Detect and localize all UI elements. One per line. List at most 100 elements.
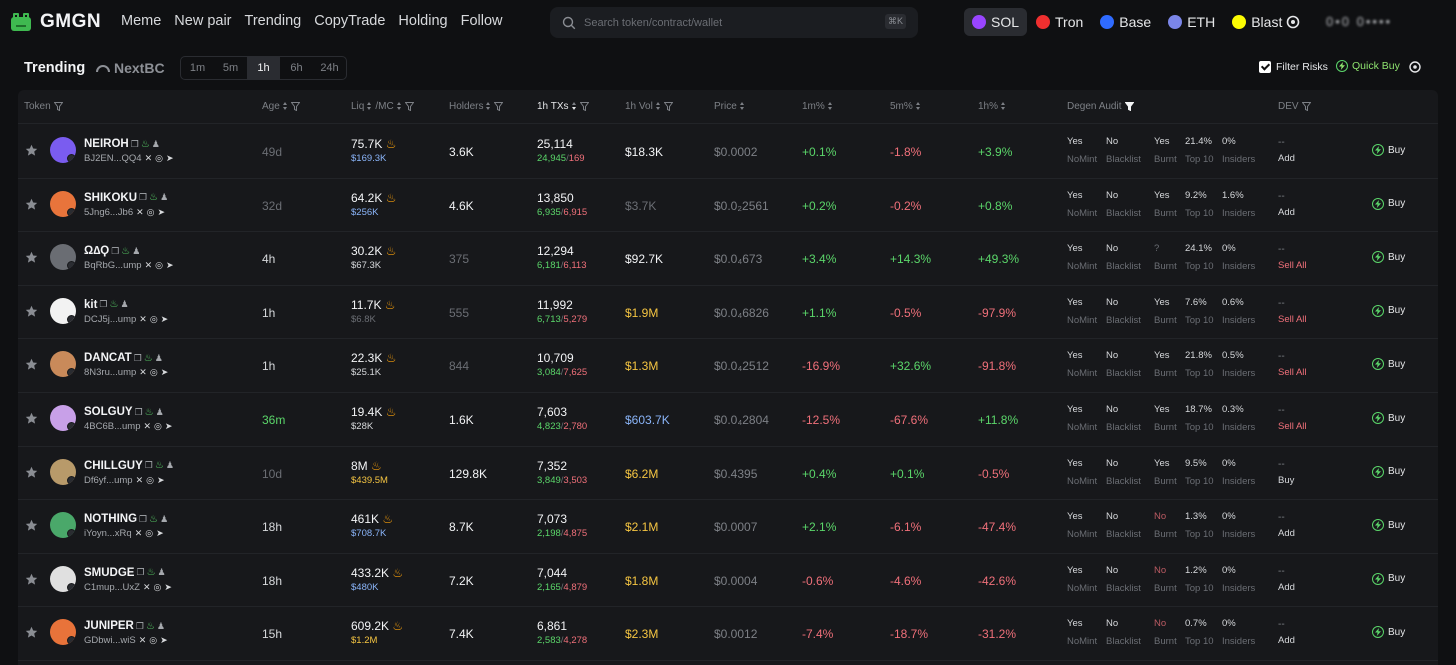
timeframe-1m[interactable]: 1m — [189, 62, 206, 74]
favorite-star-icon[interactable] — [25, 519, 38, 532]
filter-funnel-icon[interactable] — [290, 102, 300, 111]
copy-icon[interactable]: ❐ — [130, 138, 139, 149]
table-row[interactable]: NEIROH ❐ ♨ ♟ BJ2EN...QQ4 ✕ ◎ ➤ 49d 75.7K ♨ $169.3K… — [18, 125, 1438, 179]
nav-link-holding[interactable]: Holding — [398, 13, 448, 29]
filter-funnel-icon[interactable] — [494, 102, 504, 111]
token-symbol[interactable]: SHIKOKU — [84, 191, 138, 204]
contract-address[interactable]: BJ2EN...QQ4 — [84, 153, 142, 164]
header-price[interactable]: Price — [714, 101, 745, 112]
token-address[interactable]: 4BC6B...ump ✕ ◎ ➤ — [84, 421, 172, 432]
contract-address[interactable]: C1mup...UxZ — [84, 581, 140, 593]
contract-address[interactable]: Df6yf...ump — [84, 474, 133, 486]
sort-icon[interactable] — [282, 102, 288, 111]
header-degen-audit[interactable]: Degen Audit — [1067, 101, 1134, 112]
copy-icon[interactable]: ❐ — [99, 299, 108, 310]
telegram-icon[interactable]: ➤ — [157, 206, 166, 217]
website-globe-icon[interactable]: ◎ — [145, 528, 154, 539]
buy-button[interactable]: Buy — [1372, 304, 1405, 317]
table-row[interactable]: Ω∆Ϙ ❐ ♨ ♟ BqRbG...ump ✕ ◎ ➤ 4h 30.2K ♨ $67.3K 375 12… — [18, 232, 1438, 286]
table-row[interactable]: DANCAT ❐ ♨ ♟ 8N3ru...ump ✕ ◎ ➤ 1h 22.3K ♨ $25.1K 84… — [18, 339, 1438, 393]
nav-link-follow[interactable]: Follow — [460, 13, 503, 29]
nav-link-copytrade[interactable]: CopyTrade — [314, 13, 386, 29]
filter-funnel-icon[interactable] — [1301, 102, 1311, 111]
sort-icon[interactable] — [486, 102, 491, 111]
filter-funnel-icon[interactable] — [663, 102, 673, 111]
telegram-icon[interactable]: ➤ — [164, 581, 172, 592]
token-name[interactable]: kit ❐ ♨ ♟ — [84, 299, 129, 311]
header-liq-mc[interactable]: Liq/MC — [351, 101, 414, 112]
token-symbol[interactable]: JUNIPER — [84, 620, 134, 633]
copy-icon[interactable]: ❐ — [144, 460, 153, 471]
table-row[interactable]: JUNIPER ❐ ♨ ♟ GDbwi...wiS ✕ ◎ ➤ 15h 609.2K ♨ $1.2M… — [18, 607, 1438, 661]
chain-tron[interactable]: Tron — [1028, 8, 1091, 36]
buy-button[interactable]: Buy — [1372, 519, 1405, 532]
table-row[interactable]: SHIKOKU ❐ ♨ ♟ 5Jng6...Jb6 ✕ ◎ ➤ 32d 64.2K ♨ $256K 4… — [18, 179, 1438, 233]
token-address[interactable]: GDbwi...wiS ✕ ◎ ➤ — [84, 635, 168, 646]
buy-button[interactable]: Buy — [1372, 412, 1405, 424]
contract-address[interactable]: BqRbG...ump — [84, 260, 142, 272]
search-bar[interactable]: ⌘K — [550, 7, 918, 38]
x-twitter-icon[interactable]: ✕ — [144, 260, 153, 271]
header-holders[interactable]: Holders — [449, 101, 504, 112]
favorite-star-icon[interactable] — [25, 573, 38, 586]
buy-button[interactable]: Buy — [1372, 144, 1405, 156]
website-globe-icon[interactable]: ◎ — [146, 474, 154, 485]
nav-link-new-pair[interactable]: New pair — [174, 13, 232, 29]
website-globe-icon[interactable]: ◎ — [155, 153, 163, 163]
buy-button[interactable]: Buy — [1372, 626, 1405, 639]
sort-icon[interactable] — [655, 102, 661, 111]
copy-icon[interactable]: ❐ — [135, 620, 144, 631]
contract-address[interactable]: iYoyn...xRq — [84, 528, 132, 540]
copy-icon[interactable]: ❐ — [136, 567, 145, 578]
token-name[interactable]: DANCAT ❐ ♨ ♟ — [84, 352, 163, 364]
sort-icon[interactable] — [915, 102, 921, 111]
buy-button[interactable]: Buy — [1372, 197, 1405, 210]
favorite-star-icon[interactable] — [25, 358, 38, 371]
wallet-address-blurred[interactable]: 0•0 0•••• — [1326, 14, 1393, 29]
timeframe-6h[interactable]: 6h — [290, 62, 303, 74]
header-1m[interactable]: 1m% — [802, 101, 833, 112]
copy-icon[interactable]: ❐ — [134, 406, 143, 417]
filter-funnel-icon[interactable] — [404, 102, 414, 111]
buy-button[interactable]: Buy — [1372, 465, 1405, 478]
favorite-star-icon[interactable] — [25, 251, 38, 264]
header-5m[interactable]: 5m% — [890, 101, 921, 112]
telegram-icon[interactable]: ➤ — [160, 635, 168, 646]
x-twitter-icon[interactable]: ✕ — [135, 474, 144, 485]
buy-button[interactable]: Buy — [1372, 358, 1405, 371]
sort-desc-icon[interactable] — [571, 102, 577, 111]
telegram-icon[interactable]: ➤ — [160, 313, 169, 324]
token-address[interactable]: iYoyn...xRq ✕ ◎ ➤ — [84, 528, 164, 539]
token-name[interactable]: SHIKOKU ❐ ♨ ♟ — [84, 192, 168, 204]
nav-link-trending[interactable]: Trending — [244, 13, 302, 29]
token-address[interactable]: 5Jng6...Jb6 ✕ ◎ ➤ — [84, 207, 165, 218]
website-globe-icon[interactable]: ◎ — [154, 421, 162, 431]
x-twitter-icon[interactable]: ✕ — [142, 581, 151, 592]
sort-icon[interactable] — [396, 102, 402, 111]
telegram-icon[interactable]: ➤ — [164, 421, 173, 431]
token-symbol[interactable]: Ω∆Ϙ — [84, 245, 110, 258]
contract-address[interactable]: GDbwi...wiS — [84, 635, 136, 647]
contract-address[interactable]: 8N3ru...ump — [84, 367, 137, 379]
header-txs[interactable]: 1h TXs — [537, 101, 589, 112]
filter-risks-checkbox[interactable] — [1259, 61, 1271, 73]
token-address[interactable]: BJ2EN...QQ4 ✕ ◎ ➤ — [84, 153, 174, 164]
telegram-icon[interactable]: ➤ — [160, 367, 169, 378]
timeframe-24h[interactable]: 24h — [320, 62, 339, 74]
copy-icon[interactable]: ❐ — [133, 352, 142, 363]
telegram-icon[interactable]: ➤ — [156, 474, 165, 485]
token-name[interactable]: JUNIPER ❐ ♨ ♟ — [84, 620, 165, 632]
chain-eth[interactable]: ETH — [1160, 8, 1223, 36]
contract-address[interactable]: 4BC6B...ump — [84, 421, 141, 432]
telegram-icon[interactable]: ➤ — [156, 528, 164, 539]
contract-address[interactable]: 5Jng6...Jb6 — [84, 206, 134, 218]
token-name[interactable]: NOTHING ❐ ♨ ♟ — [84, 513, 168, 525]
token-name[interactable]: NEIROH ❐ ♨ ♟ — [84, 138, 160, 150]
table-row[interactable]: CHILLGUY ❐ ♨ ♟ Df6yf...ump ✕ ◎ ➤ 10d 8M ♨ $439.5M 1… — [18, 447, 1438, 501]
header-1h[interactable]: 1h% — [978, 101, 1006, 112]
telegram-icon[interactable]: ➤ — [165, 153, 174, 163]
favorite-star-icon[interactable] — [25, 412, 38, 425]
token-symbol[interactable]: NEIROH — [84, 138, 129, 150]
token-address[interactable]: BqRbG...ump ✕ ◎ ➤ — [84, 260, 174, 271]
settings-gear-icon[interactable] — [1285, 14, 1301, 30]
